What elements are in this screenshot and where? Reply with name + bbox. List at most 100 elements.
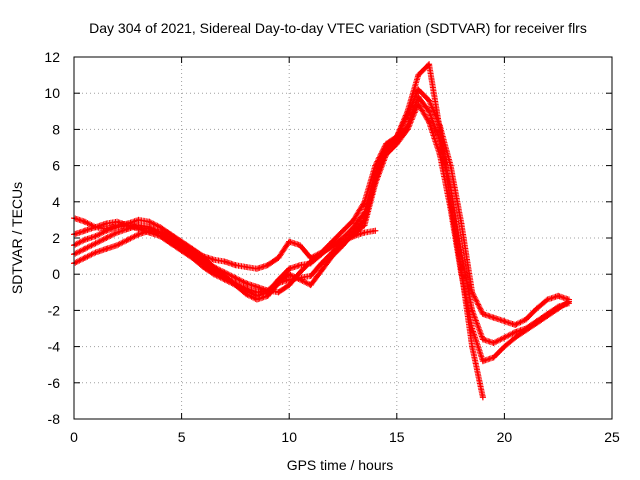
data-point	[479, 394, 486, 401]
data-point	[157, 224, 164, 231]
data-point	[296, 242, 303, 249]
y-tick-label: 10	[44, 85, 60, 101]
data-point	[318, 260, 325, 267]
y-tick-label: 2	[52, 230, 60, 246]
data-point	[135, 216, 142, 223]
x-axis-label: GPS time / hours	[287, 457, 394, 473]
data-point	[329, 244, 336, 251]
data-point	[200, 260, 207, 267]
data-point	[243, 263, 250, 270]
y-tick-label: -8	[48, 411, 61, 427]
data-point	[490, 314, 497, 321]
data-point	[167, 236, 174, 243]
data-point	[318, 249, 325, 256]
data-point	[469, 343, 476, 350]
data-point	[512, 334, 519, 341]
data-point	[81, 218, 88, 225]
data-point	[81, 245, 88, 252]
axis-ticks	[73, 56, 613, 420]
y-tick-label: 4	[52, 194, 60, 210]
data-point	[544, 312, 551, 319]
y-axis-label: SDTVAR / TECUs	[9, 182, 25, 294]
data-point	[189, 251, 196, 258]
data-point	[81, 254, 88, 261]
data-point	[361, 216, 368, 223]
x-tick-label: 25	[604, 429, 620, 445]
data-point	[501, 343, 508, 350]
x-tick-label: 5	[178, 429, 186, 445]
data-point	[275, 254, 282, 261]
data-point	[307, 258, 314, 265]
data-point	[296, 269, 303, 276]
data-point	[157, 229, 164, 236]
data-point	[415, 72, 422, 79]
data-point	[81, 227, 88, 234]
data-point	[501, 334, 508, 341]
data-point	[372, 177, 379, 184]
data-point	[458, 220, 465, 227]
data-point	[479, 311, 486, 318]
data-point	[81, 236, 88, 243]
data-point	[135, 222, 142, 229]
y-tick-label: -6	[48, 375, 61, 391]
data-point	[243, 285, 250, 292]
data-point	[544, 296, 551, 303]
data-point	[329, 253, 336, 260]
data-point	[146, 218, 153, 225]
data-point	[221, 258, 228, 265]
data-point	[92, 233, 99, 240]
data-point	[210, 256, 217, 263]
y-tick-label: 6	[52, 158, 60, 174]
data-point	[361, 229, 368, 236]
data-point	[124, 236, 131, 243]
data-point	[340, 227, 346, 234]
data-point	[286, 265, 293, 272]
data-point	[522, 316, 529, 323]
data-point	[114, 218, 121, 225]
data-point	[512, 321, 519, 328]
data-point	[565, 298, 572, 305]
y-tick-label: 8	[52, 121, 60, 137]
data-point	[232, 274, 239, 281]
x-axis-tick-labels: 0 5 10 15 20 25	[70, 429, 620, 445]
x-tick-label: 20	[497, 429, 513, 445]
data-point	[426, 108, 433, 115]
data-point	[479, 358, 486, 365]
data-point	[92, 224, 99, 231]
data-point	[264, 287, 271, 294]
data-point	[124, 225, 131, 232]
data-point	[232, 262, 239, 269]
data-point	[103, 235, 110, 241]
data-point	[490, 354, 497, 361]
data-point	[232, 280, 239, 287]
data-point	[404, 108, 411, 115]
data-point	[146, 224, 153, 231]
data-point	[415, 93, 422, 100]
data-point	[264, 292, 271, 299]
data-point	[210, 267, 217, 274]
data-point	[178, 244, 185, 251]
data-point	[458, 267, 465, 274]
data-point	[114, 229, 121, 236]
data-point	[501, 318, 508, 325]
x-tick-label: 10	[281, 429, 297, 445]
data-point	[92, 249, 99, 256]
chart-title: Day 304 of 2021, Sidereal Day-to-day VTE…	[89, 20, 587, 36]
data-point	[275, 278, 282, 285]
data-point	[103, 245, 110, 252]
data-point	[415, 101, 422, 108]
data-point	[221, 274, 228, 281]
data-point	[447, 198, 454, 205]
data-point	[253, 296, 260, 303]
data-point	[415, 86, 422, 93]
data-point	[243, 291, 250, 298]
data-point	[253, 289, 260, 296]
data-point	[264, 262, 271, 269]
data-point	[275, 289, 282, 296]
y-axis-tick-labels: -8 -6 -4 -2 0 2 4 6 8 10 12	[44, 49, 60, 427]
data-point	[103, 227, 110, 234]
data-point	[350, 229, 357, 236]
data-point	[426, 97, 433, 104]
